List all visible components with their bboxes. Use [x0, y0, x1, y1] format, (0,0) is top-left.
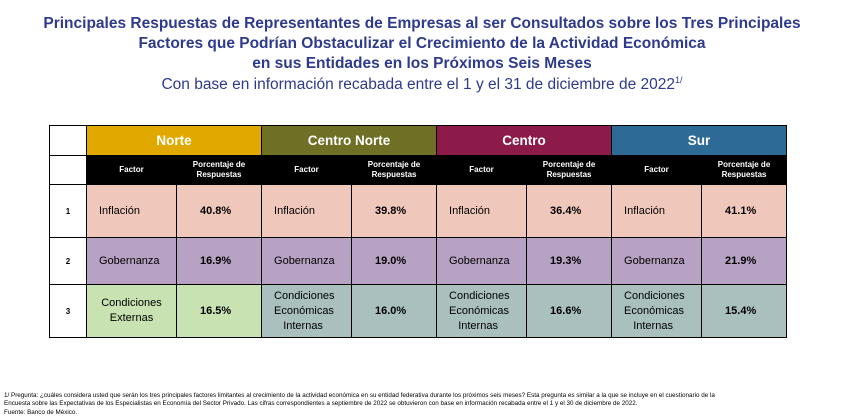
footnote-source: Fuente: Banco de México. — [4, 408, 78, 416]
region-header-row: Norte Centro Norte Centro Sur — [49, 125, 788, 156]
row-number: 1 — [49, 184, 87, 238]
table-row: 3 Condiciones Externas 16.5% Condiciones E… — [49, 284, 788, 338]
col-pct-l1: Porcentaje de — [367, 160, 421, 169]
col-pct-l1: Porcentaje de — [542, 160, 596, 169]
row-number: 2 — [49, 237, 87, 285]
row-number: 3 — [49, 284, 87, 338]
factors-table: Norte Centro Norte Centro Sur Factor Por… — [49, 125, 788, 338]
subtitle-text: Con base en información recabada entre e… — [161, 76, 676, 93]
subtitle-footnote-mark: 1/ — [675, 74, 683, 85]
pct-cell: 16.0% — [351, 284, 438, 338]
factor-cell: Condiciones Externas — [86, 284, 177, 338]
col-pct-l2: Respuestas — [196, 170, 242, 179]
col-pct-l2: Respuestas — [546, 170, 592, 179]
factor-cell: Gobernanza — [86, 237, 177, 285]
region-centro-norte: Centro Norte — [261, 125, 438, 156]
factor-line: Internas — [633, 319, 673, 332]
col-factor-norte: Factor — [86, 155, 177, 185]
corner-cell — [49, 125, 87, 156]
pct-cell: 39.8% — [351, 184, 438, 238]
col-pct-l1: Porcentaje de — [192, 160, 246, 169]
factor-line: Condiciones — [101, 297, 162, 309]
table-row: 2 Gobernanza 16.9% Gobernanza 19.0% Gobe… — [49, 237, 788, 285]
title-block: Principales Respuestas de Representantes… — [0, 14, 844, 96]
pct-cell: 19.3% — [526, 237, 613, 285]
num-header-cell — [49, 155, 87, 185]
col-factor-centro: Factor — [436, 155, 528, 185]
pct-cell: 41.1% — [701, 184, 788, 238]
column-header-row: Factor Porcentaje de Respuestas Factor Po… — [49, 155, 788, 185]
pct-cell: 36.4% — [526, 184, 613, 238]
factor-line: Económicas — [624, 304, 684, 317]
region-centro: Centro — [436, 125, 613, 156]
col-pct-centro: Porcentaje de Respuestas — [526, 155, 613, 185]
col-pct-sur: Porcentaje de Respuestas — [701, 155, 788, 185]
factor-cell: Inflación — [261, 184, 353, 238]
pct-cell: 19.0% — [351, 237, 438, 285]
factor-line: Económicas — [449, 304, 509, 317]
factor-line: Condiciones — [274, 289, 335, 302]
pct-cell: 40.8% — [175, 184, 263, 238]
col-factor-sur: Factor — [611, 155, 703, 185]
region-sur: Sur — [611, 125, 788, 156]
factor-cell: Inflación — [86, 184, 177, 238]
factor-line: Condiciones — [624, 289, 685, 302]
pct-cell: 21.9% — [701, 237, 788, 285]
factor-cell: Condiciones Económicas Internas — [611, 284, 703, 338]
factor-cell: Gobernanza — [436, 237, 528, 285]
factor-cell: Condiciones Económicas Internas — [261, 284, 353, 338]
factor-line: Internas — [283, 319, 323, 332]
factor-line: Condiciones — [449, 289, 510, 302]
footnote-line-1: 1/ Pregunta: ¿cuáles considera usted que… — [4, 392, 715, 399]
title-line-1: Principales Respuestas de Representantes… — [43, 15, 801, 32]
pct-cell: 16.5% — [175, 284, 263, 338]
factor-cell: Gobernanza — [261, 237, 353, 285]
title-line-3: en sus Entidades en los Próximos Seis Me… — [252, 55, 592, 72]
col-pct-l1: Porcentaje de — [717, 160, 771, 169]
col-pct-l2: Respuestas — [721, 170, 767, 179]
factor-line: Internas — [458, 319, 498, 332]
region-norte: Norte — [85, 125, 263, 156]
col-pct-l2: Respuestas — [371, 170, 417, 179]
subtitle: Con base en información recabada entre e… — [0, 74, 844, 96]
factor-line: Externas — [109, 312, 154, 324]
pct-cell: 16.9% — [175, 237, 263, 285]
factor-cell: Inflación — [611, 184, 703, 238]
title-line-2: Factores que Podrían Obstaculizar el Cre… — [138, 35, 706, 52]
factor-line: Económicas — [274, 304, 334, 317]
footnote-line-2: Encuesta sobre las Expectativas de los E… — [4, 400, 638, 408]
factor-cell: Gobernanza — [611, 237, 703, 285]
pct-cell: 15.4% — [701, 284, 788, 338]
footnote: 1/ Pregunta: ¿cuáles considera usted que… — [4, 392, 844, 417]
factor-cell: Condiciones Económicas Internas — [436, 284, 528, 338]
col-factor-centro-norte: Factor — [261, 155, 353, 185]
factor-cell: Inflación — [436, 184, 528, 238]
pct-cell: 16.6% — [526, 284, 613, 338]
col-pct-centro-norte: Porcentaje de Respuestas — [351, 155, 438, 185]
col-pct-norte: Porcentaje de Respuestas — [175, 155, 263, 185]
table-row: 1 Inflación 40.8% Inflación 39.8% Inflac… — [49, 184, 788, 238]
